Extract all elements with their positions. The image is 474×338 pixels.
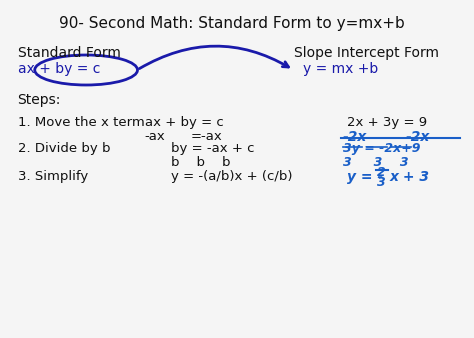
Text: 3     3    3: 3 3 3 <box>343 156 408 169</box>
Text: y = -: y = - <box>347 170 383 184</box>
Text: b    b    b: b b b <box>171 156 231 169</box>
Text: ax + by = c: ax + by = c <box>18 62 100 76</box>
Text: Standard Form: Standard Form <box>18 46 120 60</box>
Text: y = mx +b: y = mx +b <box>303 62 379 76</box>
Text: 3y = -2x+9: 3y = -2x+9 <box>343 142 420 155</box>
Text: x + 3: x + 3 <box>390 170 429 184</box>
Text: -2x: -2x <box>406 130 430 144</box>
Text: 3. Simplify: 3. Simplify <box>18 170 88 183</box>
Text: 2x + 3y = 9: 2x + 3y = 9 <box>347 116 428 129</box>
Text: y = -(a/b)x + (c/b): y = -(a/b)x + (c/b) <box>171 170 293 183</box>
Text: -ax: -ax <box>145 130 165 143</box>
Text: Slope Intercept Form: Slope Intercept Form <box>293 46 438 60</box>
Text: 90- Second Math: Standard Form to y=mx+b: 90- Second Math: Standard Form to y=mx+b <box>59 16 405 31</box>
Text: ax + by = c: ax + by = c <box>145 116 224 129</box>
Text: 2: 2 <box>377 166 385 179</box>
Text: 3: 3 <box>377 176 385 189</box>
Text: 2. Divide by b: 2. Divide by b <box>18 142 110 155</box>
Text: -2x: -2x <box>343 130 367 144</box>
Text: 1. Move the x term: 1. Move the x term <box>18 116 145 129</box>
Text: =-ax: =-ax <box>191 130 223 143</box>
Text: by = -ax + c: by = -ax + c <box>171 142 255 155</box>
Text: Steps:: Steps: <box>18 93 61 107</box>
